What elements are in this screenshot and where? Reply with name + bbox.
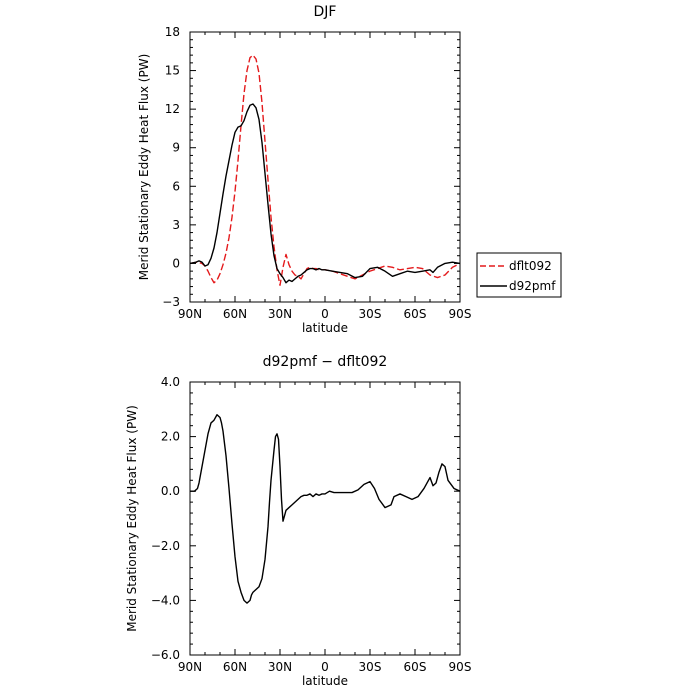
chart-1: 90N 60N 30N 0 30S 60S 90S −3 0 3 6 9 12 15 18 DJF latitu… (137, 4, 562, 335)
plot-frame (189, 31, 461, 303)
y-tick-label: 6 (172, 179, 180, 193)
y-tick-label: 4.0 (161, 375, 180, 389)
y-tick-label: 18 (165, 25, 180, 39)
legend-box (476, 252, 562, 298)
y-tick-label: −6.0 (151, 648, 180, 662)
x-tick-label: 60N (223, 307, 247, 321)
series-line-d92pmf (190, 103, 460, 284)
y-tick-label: 15 (165, 64, 180, 78)
x-tick-label: 90S (449, 307, 472, 321)
y-tick-label: 9 (172, 141, 180, 155)
x-tick-label: 30N (268, 660, 292, 674)
x-tick-label: 90N (178, 307, 202, 321)
y-tick-label: −4.0 (151, 593, 180, 607)
y-axis-title: Merid Stationary Eddy Heat Flux (PW) (125, 405, 139, 632)
chart-2: 90N 60N 30N 0 30S 60S 90S −6.0 −4.0 −2.0 0.0 2.0 4.0… (125, 354, 471, 688)
x-tick-label: 0 (321, 307, 329, 321)
chart-title: DJF (314, 4, 337, 20)
x-tick-label: 60N (223, 660, 247, 674)
y-tick-label: 0.0 (161, 484, 180, 498)
x-tick-label: 30N (268, 307, 292, 321)
x-tick-label: 30S (359, 660, 382, 674)
y-tick-label: 3 (172, 218, 180, 232)
x-tick-label: 0 (321, 660, 329, 674)
y-tick-label: −2.0 (151, 539, 180, 553)
legend-label: dflt092 (509, 259, 552, 273)
x-axis-title: latitude (302, 674, 348, 688)
legend-label: d92pmf (509, 279, 556, 293)
series-line-difference (190, 414, 460, 604)
x-axis-title: latitude (302, 321, 348, 335)
legend: dflt092 d92pmf (476, 252, 562, 298)
x-tick-label: 60S (404, 660, 427, 674)
x-tick-label: 60S (404, 307, 427, 321)
x-tick-label: 30S (359, 307, 382, 321)
y-tick-label: 0 (172, 256, 180, 270)
series-line-dflt092 (190, 54, 460, 286)
y-tick-label: −3 (162, 295, 180, 309)
x-tick-label: 90S (449, 660, 472, 674)
x-tick-label: 90N (178, 660, 202, 674)
y-tick-label: 12 (165, 102, 180, 116)
plot-frame (189, 381, 461, 656)
y-axis-title: Merid Stationary Eddy Heat Flux (PW) (137, 54, 151, 281)
y-tick-label: 2.0 (161, 430, 180, 444)
chart-title: d92pmf − dflt092 (263, 354, 388, 370)
